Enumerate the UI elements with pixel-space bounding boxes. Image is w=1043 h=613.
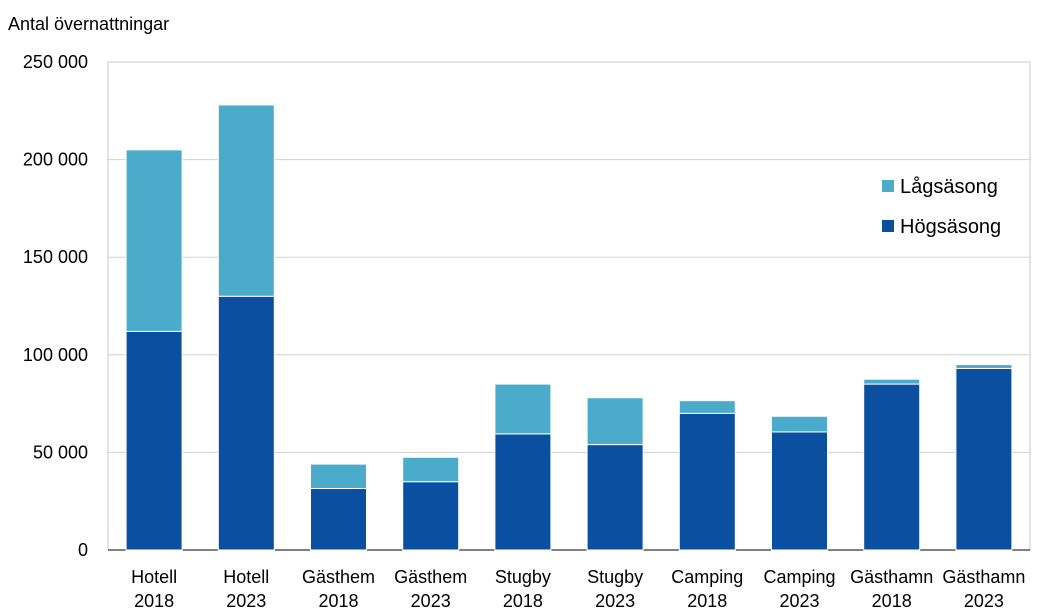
y-tick-label: 250 000 <box>23 52 88 72</box>
x-tick-label: Gästhem <box>302 567 375 587</box>
bar-segment-högsäsong <box>678 412 736 551</box>
y-axis-unit-label: Antal övernattningar <box>8 14 170 34</box>
x-tick-label: Hotell <box>131 567 177 587</box>
legend: Lågsäsong Högsäsong <box>882 176 1001 238</box>
y-axis-ticks: 0 50 000 100 000 150 000 200 000 250 000 <box>23 52 88 560</box>
bar-segment-högsäsong <box>310 488 367 551</box>
y-tick-label: 150 000 <box>23 247 88 267</box>
x-tick-label-year: 2018 <box>872 591 912 611</box>
bar-segment-högsäsong <box>586 444 644 551</box>
x-tick-label: Stugby <box>495 567 551 587</box>
x-tick-label: Hotell <box>223 567 269 587</box>
x-tick-label: Camping <box>671 567 743 587</box>
bar-segment-lågsäsong <box>310 463 367 490</box>
bar-segment-högsäsong <box>125 330 183 551</box>
bar-segment-högsäsong <box>955 367 1013 551</box>
x-tick-label-year: 2023 <box>964 591 1004 611</box>
x-tick-label: Gästhamn <box>850 567 933 587</box>
bars <box>125 104 1013 551</box>
x-tick-label-year: 2018 <box>503 591 543 611</box>
x-tick-label-year: 2018 <box>134 591 174 611</box>
bar-segment-högsäsong <box>217 295 275 551</box>
x-tick-label-year: 2023 <box>779 591 819 611</box>
x-tick-label-year: 2018 <box>318 591 358 611</box>
bar-segment-lågsäsong <box>494 383 552 435</box>
y-tick-label: 50 000 <box>33 442 88 462</box>
x-axis-ticks: Hotell 2018 Hotell 2023 Gästhem 2018 Gästhem 20… <box>131 567 1025 611</box>
bar-segment-lågsäsong <box>955 364 1013 369</box>
x-tick-label: Camping <box>763 567 835 587</box>
y-tick-label: 200 000 <box>23 150 88 170</box>
legend-swatch <box>882 220 894 232</box>
x-tick-label-year: 2018 <box>687 591 727 611</box>
x-tick-label: Gästhem <box>394 567 467 587</box>
x-tick-label-year: 2023 <box>411 591 451 611</box>
legend-label: Lågsäsong <box>900 176 998 198</box>
x-tick-label: Stugby <box>587 567 643 587</box>
legend-swatch <box>882 180 894 192</box>
y-tick-label: 100 000 <box>23 345 88 365</box>
bar-segment-högsäsong <box>771 431 828 551</box>
bar-segment-lågsäsong <box>402 456 460 483</box>
x-tick-label: Gästhamn <box>942 567 1025 587</box>
bar-segment-högsäsong <box>494 433 552 551</box>
bar-segment-högsäsong <box>863 383 921 551</box>
x-tick-label-year: 2023 <box>595 591 635 611</box>
bar-segment-lågsäsong <box>586 397 644 446</box>
bar-segment-högsäsong <box>402 481 460 551</box>
bar-segment-lågsäsong <box>863 378 921 385</box>
x-tick-label-year: 2023 <box>226 591 266 611</box>
legend-label: Högsäsong <box>900 216 1001 238</box>
bar-segment-lågsäsong <box>125 149 183 332</box>
bar-segment-lågsäsong <box>771 415 828 433</box>
bar-segment-lågsäsong <box>678 400 736 414</box>
bar-segment-lågsäsong <box>217 104 275 297</box>
y-tick-label: 0 <box>78 540 88 560</box>
